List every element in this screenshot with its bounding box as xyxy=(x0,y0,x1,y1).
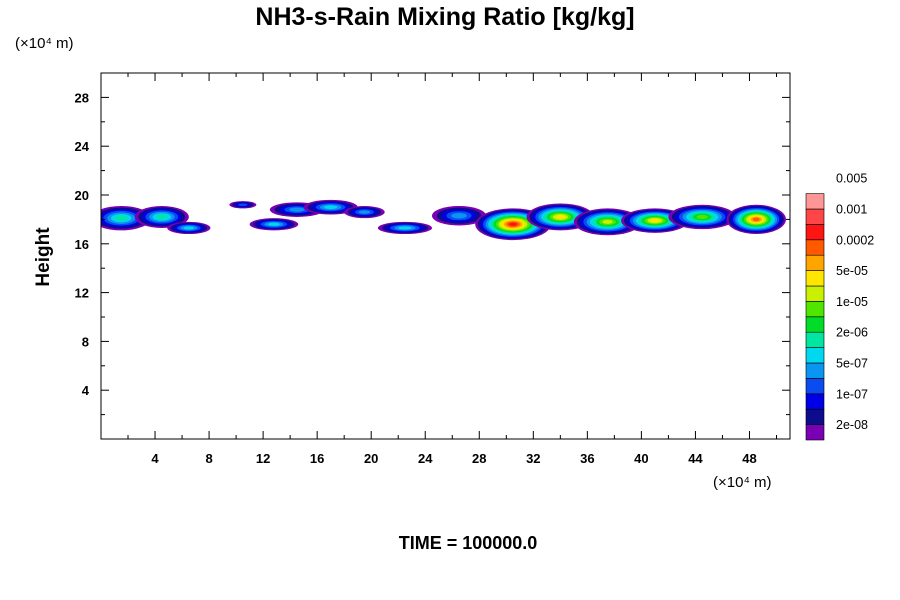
colorbar-swatch xyxy=(805,408,825,425)
cloud-contour xyxy=(324,205,338,209)
colorbar-label: 5e-05 xyxy=(836,264,868,278)
y-axis-label: Height xyxy=(33,227,54,287)
colorbar-swatch xyxy=(805,285,825,302)
y-tick-label: 8 xyxy=(82,334,89,349)
cloud-contour xyxy=(752,217,760,222)
cloud-contour xyxy=(508,222,518,227)
y-tick-label: 4 xyxy=(82,383,90,398)
cloud-contour xyxy=(358,210,371,214)
x-tick-label: 8 xyxy=(205,451,212,466)
x-axis: 4 8 12 16 20 24 28 32 36 40 44 48 xyxy=(127,73,777,466)
colorbar: 0.005 0.001 0.0002 5e-05 1e-05 2e-06 5e-07 1e-0… xyxy=(805,172,874,441)
cloud-contour xyxy=(156,214,168,220)
colorbar-label: 1e-05 xyxy=(836,295,868,309)
colorbar-label: 2e-08 xyxy=(836,418,868,432)
colorbar-swatch xyxy=(805,301,825,318)
colorbar-label: 5e-07 xyxy=(836,357,868,371)
y-tick-label: 24 xyxy=(75,139,90,154)
y-unit-label: (×10⁴ m) xyxy=(15,35,74,52)
x-tick-label: 32 xyxy=(526,451,540,466)
cloud-contour xyxy=(398,226,412,230)
cloud-contour xyxy=(183,226,195,230)
cloud-contour xyxy=(602,219,613,224)
colorbar-swatch xyxy=(805,393,825,410)
x-tick-label: 40 xyxy=(634,451,648,466)
cloud-contour xyxy=(268,222,280,226)
colorbar-swatch xyxy=(805,254,825,271)
colorbar-swatch xyxy=(805,331,825,348)
colorbar-swatch xyxy=(805,347,825,364)
colorbar-swatch xyxy=(805,224,825,241)
y-tick-label: 16 xyxy=(75,237,89,252)
colorbar-swatch xyxy=(805,316,825,333)
colorbar-swatch xyxy=(805,424,825,441)
colorbar-swatch xyxy=(805,208,825,225)
plot-frame xyxy=(100,72,791,440)
colorbar-swatch xyxy=(805,239,825,256)
x-tick-label: 44 xyxy=(688,451,703,466)
colorbar-label: 0.005 xyxy=(836,172,867,186)
cloud-contour xyxy=(555,215,565,219)
cloud-contour xyxy=(696,214,708,219)
x-tick-label: 12 xyxy=(256,451,270,466)
y-tick-label: 12 xyxy=(75,286,89,301)
cloud-contour xyxy=(650,218,660,223)
colorbar-swatch xyxy=(805,270,825,287)
cloud-field xyxy=(101,199,786,241)
colorbar-label: 1e-07 xyxy=(836,387,868,401)
x-unit-label: (×10⁴ m) xyxy=(713,474,772,491)
y-tick-label: 20 xyxy=(75,188,89,203)
colorbar-swatch xyxy=(805,193,825,210)
cloud-contour xyxy=(238,203,248,207)
cloud-contour xyxy=(289,207,305,212)
x-tick-label: 20 xyxy=(364,451,378,466)
x-tick-label: 4 xyxy=(151,451,159,466)
colorbar-label: 2e-06 xyxy=(836,326,868,340)
colorbar-swatch xyxy=(805,362,825,379)
colorbar-swatch xyxy=(805,378,825,395)
y-tick-label: 28 xyxy=(75,90,89,105)
x-tick-label: 36 xyxy=(580,451,594,466)
cloud-contour xyxy=(115,215,128,221)
x-tick-label: 24 xyxy=(418,451,433,466)
chart-title: NH3-s-Rain Mixing Ratio [kg/kg] xyxy=(255,3,634,31)
time-label: TIME = 100000.0 xyxy=(399,533,538,553)
x-tick-label: 48 xyxy=(742,451,756,466)
colorbar-label: 0.001 xyxy=(836,203,867,217)
x-tick-label: 16 xyxy=(310,451,324,466)
cloud-contour xyxy=(451,212,467,219)
x-tick-label: 28 xyxy=(472,451,486,466)
colorbar-label: 0.0002 xyxy=(836,233,874,247)
y-axis: 4 8 12 16 20 24 28 xyxy=(75,90,790,416)
